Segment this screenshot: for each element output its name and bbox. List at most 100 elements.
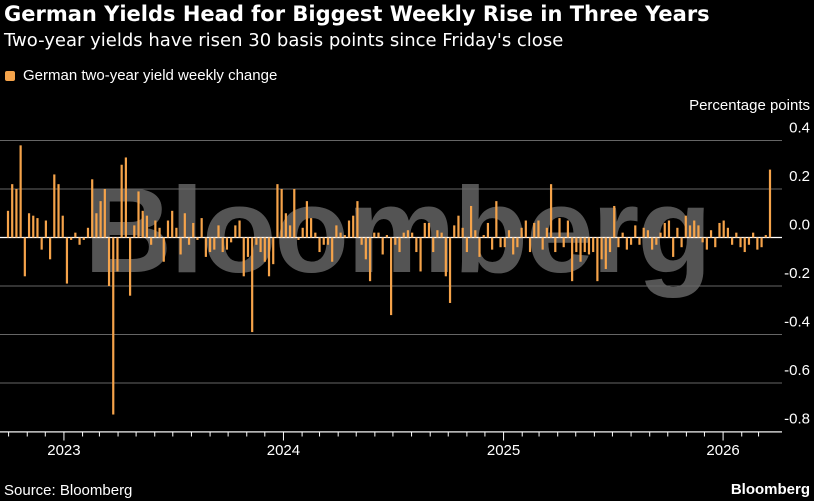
bar — [390, 237, 393, 316]
bar — [171, 210, 174, 238]
bar — [398, 237, 401, 253]
bar — [524, 220, 527, 238]
x-tick-label: 2024 — [267, 442, 300, 459]
legend: German two-year yield weekly change — [5, 67, 277, 84]
bar — [638, 237, 641, 245]
bar — [461, 227, 464, 238]
y-axis-label: Percentage points — [689, 97, 810, 114]
bar — [150, 237, 153, 245]
bar — [141, 210, 144, 238]
bar — [103, 189, 106, 238]
bar — [566, 220, 570, 238]
bar — [301, 227, 304, 238]
bar — [583, 237, 586, 253]
legend-label: German two-year yield weekly change — [23, 67, 278, 84]
bar — [373, 232, 376, 238]
bar — [444, 237, 447, 277]
bar — [267, 237, 271, 277]
bar — [520, 227, 523, 238]
bar — [19, 145, 22, 238]
chart-title: German Yields Head for Biggest Weekly Ri… — [4, 2, 710, 26]
bar — [213, 237, 216, 250]
bar — [533, 222, 536, 238]
bar — [27, 213, 31, 238]
bar — [116, 237, 119, 272]
chart-subtitle: Two-year yields have risen 30 basis poin… — [4, 30, 564, 51]
bar — [495, 201, 498, 238]
bar — [124, 157, 127, 238]
bar — [676, 227, 679, 238]
bar — [768, 169, 772, 238]
bar — [423, 222, 426, 238]
bar — [731, 237, 734, 245]
bar — [40, 237, 43, 250]
x-tick-label: 2025 — [487, 442, 520, 459]
bar — [305, 201, 309, 238]
bar — [255, 237, 258, 245]
bar — [629, 237, 633, 245]
bar — [99, 201, 102, 238]
bar — [196, 237, 199, 240]
y-tick-label: 0.4 — [789, 120, 810, 137]
bar — [764, 235, 767, 238]
bar — [204, 237, 207, 257]
bar — [726, 227, 729, 238]
bar — [95, 213, 98, 238]
bar — [579, 237, 582, 262]
bar — [394, 237, 397, 245]
bar — [44, 220, 47, 238]
bar — [145, 215, 149, 238]
bar — [322, 237, 325, 245]
bar — [432, 237, 435, 253]
bar — [360, 237, 363, 245]
y-tick-label: -0.8 — [784, 411, 810, 428]
bar — [705, 237, 708, 250]
bar — [32, 215, 35, 238]
bar — [162, 237, 165, 262]
bar — [571, 237, 574, 282]
bar — [440, 232, 443, 238]
bar — [688, 225, 692, 238]
bar — [655, 237, 658, 245]
bar — [225, 237, 229, 250]
bar — [634, 225, 637, 238]
bar — [175, 227, 178, 238]
bar — [91, 179, 94, 238]
bar — [234, 225, 237, 238]
bar — [718, 222, 721, 238]
bar — [280, 189, 283, 238]
bar — [74, 232, 77, 238]
bar — [756, 237, 759, 250]
bar — [465, 237, 468, 253]
bar — [385, 235, 388, 238]
bar — [158, 227, 161, 238]
bar — [276, 184, 279, 238]
bar — [617, 237, 620, 248]
bar — [659, 232, 662, 238]
bar — [709, 230, 713, 238]
bar — [592, 237, 595, 253]
bar — [604, 237, 607, 270]
bar — [61, 215, 64, 238]
bar — [107, 237, 111, 286]
bar — [596, 237, 599, 282]
bar — [128, 237, 132, 296]
bar — [608, 237, 612, 253]
bar — [474, 230, 477, 238]
y-tick-label: 0.2 — [789, 168, 810, 185]
bar — [735, 232, 738, 238]
bar — [78, 237, 81, 245]
bar — [507, 230, 511, 238]
bar — [701, 237, 704, 243]
bar — [651, 237, 654, 250]
bar — [436, 230, 439, 238]
bar — [179, 237, 182, 255]
bar — [642, 227, 645, 238]
bar — [288, 225, 292, 238]
bar — [57, 184, 60, 238]
bar — [587, 237, 591, 255]
bar — [331, 237, 334, 262]
bar — [208, 237, 212, 253]
y-tick-label: -0.4 — [784, 314, 810, 331]
bar — [284, 213, 287, 238]
